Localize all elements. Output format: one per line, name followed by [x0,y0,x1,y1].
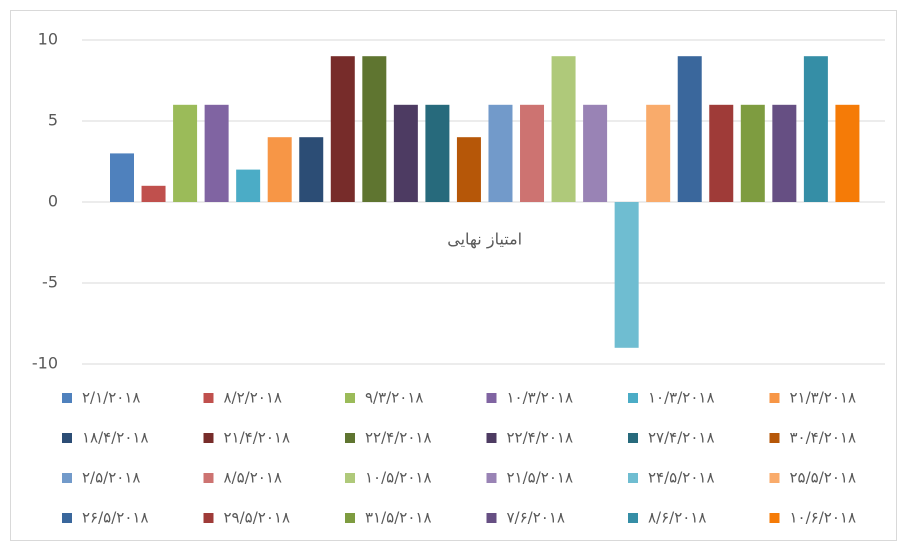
y-tick-label: -5 [42,273,58,292]
legend-label: ۱۰/۶/۲۰۱۸ [790,509,857,527]
y-tick-label: 10 [38,30,58,49]
legend-label: ۲۶/۵/۲۰۱۸ [82,509,149,527]
legend-label: ۲۱/۳/۲۰۱۸ [790,389,857,407]
legend-swatch [62,433,72,443]
legend-label: ۱۰/۵/۲۰۱۸ [365,469,432,487]
legend-swatch [345,513,355,523]
legend-label: ۸/۵/۲۰۱۸ [224,469,282,487]
bar [803,56,828,203]
bar [456,137,481,202]
legend-label: ۲۲/۴/۲۰۱۸ [365,429,432,447]
bar [299,137,324,202]
bar [330,56,355,203]
bar [551,56,576,203]
legend-label: ۲/۵/۲۰۱۸ [82,469,140,487]
legend-swatch [345,393,355,403]
legend-swatch [62,393,72,403]
legend-label: ۹/۳/۲۰۱۸ [365,389,423,407]
legend-swatch [486,433,497,443]
bar [110,153,134,202]
y-tick-label: 5 [48,111,58,130]
legend-label: ۲۱/۴/۲۰۱۸ [224,429,291,447]
legend-label: ۲۲/۴/۲۰۱۸ [507,429,574,447]
legend-label: ۲۷/۴/۲۰۱۸ [648,429,715,447]
legend-label: ۱۸/۴/۲۰۱۸ [82,429,149,447]
bar [236,169,261,202]
legend-swatch [203,473,214,483]
bar [583,104,608,202]
legend-swatch [769,393,780,403]
legend-swatch [486,473,497,483]
chart-border [10,10,897,541]
bar [835,104,860,202]
legend-label: ۲۵/۵/۲۰۱۸ [790,469,857,487]
legend-swatch [486,393,497,403]
y-tick-label: 0 [48,192,58,211]
legend-swatch [203,433,214,443]
legend-label: ۷/۶/۲۰۱۸ [507,509,565,527]
bar [772,104,797,202]
legend-swatch [486,513,497,523]
y-tick-label: -10 [32,354,58,373]
bar [173,104,198,202]
legend-label: ۲/۱/۲۰۱۸ [82,389,140,407]
bar [393,104,418,202]
bar [709,104,734,202]
legend-swatch [628,473,638,483]
legend-swatch [769,473,780,483]
legend-label: ۲۹/۵/۲۰۱۸ [224,509,291,527]
legend-swatch [769,513,780,523]
legend-swatch [345,473,355,483]
legend-label: ۱۰/۳/۲۰۱۸ [648,389,715,407]
legend-swatch [62,513,72,523]
legend-swatch [628,393,638,403]
bar [646,104,671,202]
legend-swatch [769,433,780,443]
legend-swatch [628,433,638,443]
bar [141,185,166,202]
legend-swatch [628,513,638,523]
legend-swatch [203,513,214,523]
legend-swatch [62,473,72,483]
x-tick-label: امتیاز نهایی [447,230,522,250]
bar [267,137,292,202]
bar [740,104,765,202]
legend-label: ۱۰/۳/۲۰۱۸ [507,389,574,407]
legend-label: ۸/۲/۲۰۱۸ [224,389,282,407]
legend-swatch [203,393,214,403]
bar [425,104,450,202]
legend-swatch [345,433,355,443]
bar [488,104,513,202]
legend-label: ۳۰/۴/۲۰۱۸ [790,429,857,447]
legend-label: ۲۴/۵/۲۰۱۸ [648,469,715,487]
bar [614,202,639,348]
bar [520,104,545,202]
legend-label: ۳۱/۵/۲۰۱۸ [365,509,432,527]
legend-label: ۲۱/۵/۲۰۱۸ [507,469,574,487]
bar [204,104,229,202]
legend-label: ۸/۶/۲۰۱۸ [648,509,706,527]
bar [677,56,702,203]
bar [362,56,387,203]
